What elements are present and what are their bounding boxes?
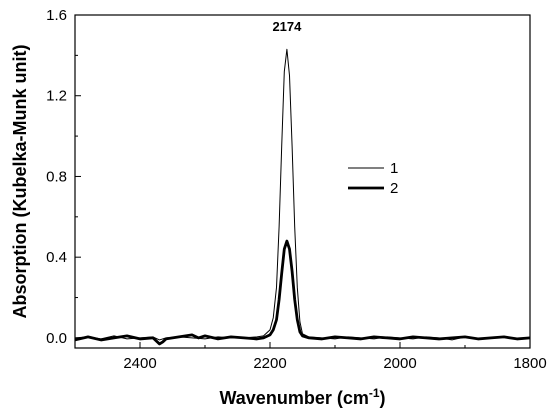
x-tick-label: 1800 [513,355,546,372]
x-axis-title: Wavenumber (cm-1) [219,386,385,408]
y-tick-label: 0.0 [46,330,67,347]
legend: 1 2 [348,160,398,197]
x-axis-title-superscript: -1 [369,386,380,400]
series-line-2 [74,239,531,346]
legend-label-series-2: 2 [390,180,398,197]
y-tick-label: 1.2 [46,88,67,105]
x-axis-ticks: 2400 2200 2000 1800 [74,342,547,372]
y-axis-ticks: 0.0 0.4 0.8 1.2 1.6 [46,7,81,347]
y-axis-title: Absorption (Kubelka-Munk unit) [10,45,30,319]
plot-area-frame [74,14,531,349]
x-tick-label: 2400 [123,355,156,372]
x-axis-title-main: Wavenumber (cm [219,388,368,408]
series-layer [74,48,531,346]
y-tick-label: 0.8 [46,168,67,185]
series-line-1 [74,48,531,341]
y-tick-label: 0.4 [46,249,67,266]
x-axis-title-suffix: ) [380,388,386,408]
x-tick-label: 2200 [253,355,286,372]
peak-annotation: 2174 [272,19,302,34]
x-tick-label: 2000 [383,355,416,372]
legend-label-series-1: 1 [390,160,398,177]
y-tick-label: 1.6 [46,7,67,24]
